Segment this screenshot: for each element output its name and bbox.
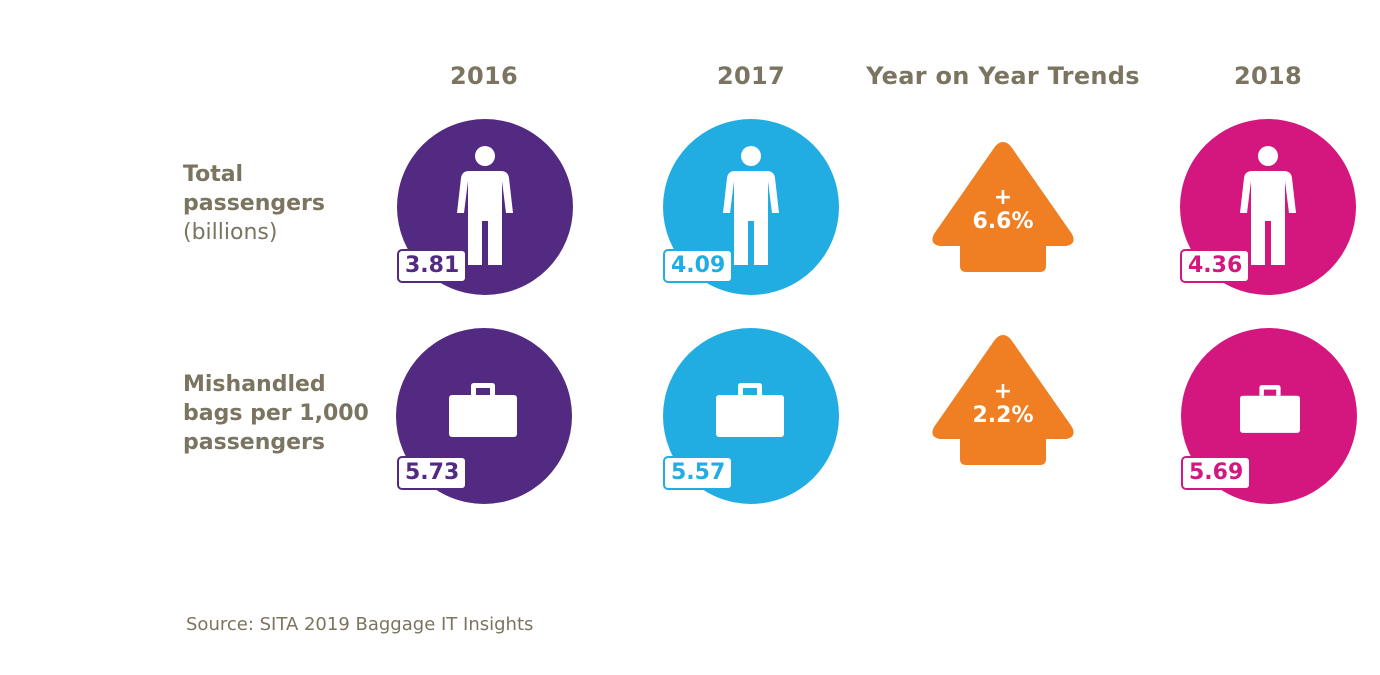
- value-badge-passengers-2016: 3.81: [397, 249, 468, 283]
- source-note: Source: SITA 2019 Baggage IT Insights: [186, 614, 534, 635]
- value-badge-passengers-2017: 4.09: [663, 249, 734, 283]
- trend-arrow-up-icon: [932, 335, 1074, 465]
- header-2016: 2016: [450, 62, 518, 90]
- person-icon: [723, 146, 779, 265]
- trend-label-passengers: + 6.6%: [930, 186, 1076, 234]
- trend-sign: +: [993, 185, 1013, 210]
- header-2017: 2017: [717, 62, 785, 90]
- header-2018: 2018: [1234, 62, 1302, 90]
- row-label-passengers: Total passengers (billions): [183, 160, 325, 247]
- trend-sign: +: [993, 379, 1013, 404]
- row-sublabel: (billions): [183, 220, 278, 245]
- trend-value: 6.6%: [972, 209, 1034, 234]
- person-icon: [457, 146, 513, 265]
- trend-value: 2.2%: [972, 403, 1034, 428]
- row-label-mishandled-bags: Mishandled bags per 1,000 passengers: [183, 370, 369, 457]
- row-label-line: bags per 1,000: [183, 401, 369, 426]
- briefcase-icon: [716, 383, 784, 437]
- value-badge-bags-2016: 5.73: [397, 456, 468, 490]
- trend-label-bags: + 2.2%: [930, 380, 1076, 428]
- row-label-line: passengers: [183, 191, 325, 216]
- row-label-line: passengers: [183, 430, 325, 455]
- value-badge-passengers-2018: 4.36: [1180, 249, 1251, 283]
- header-trends: Year on Year Trends: [866, 62, 1140, 90]
- trend-arrow-up-icon: [932, 142, 1074, 272]
- row-label-line: Mishandled: [183, 372, 326, 397]
- value-badge-bags-2018: 5.69: [1181, 456, 1252, 490]
- value-badge-bags-2017: 5.57: [663, 456, 734, 490]
- person-icon: [1240, 146, 1296, 265]
- row-label-line: Total: [183, 162, 244, 187]
- briefcase-icon: [1240, 385, 1300, 433]
- briefcase-icon: [449, 383, 517, 437]
